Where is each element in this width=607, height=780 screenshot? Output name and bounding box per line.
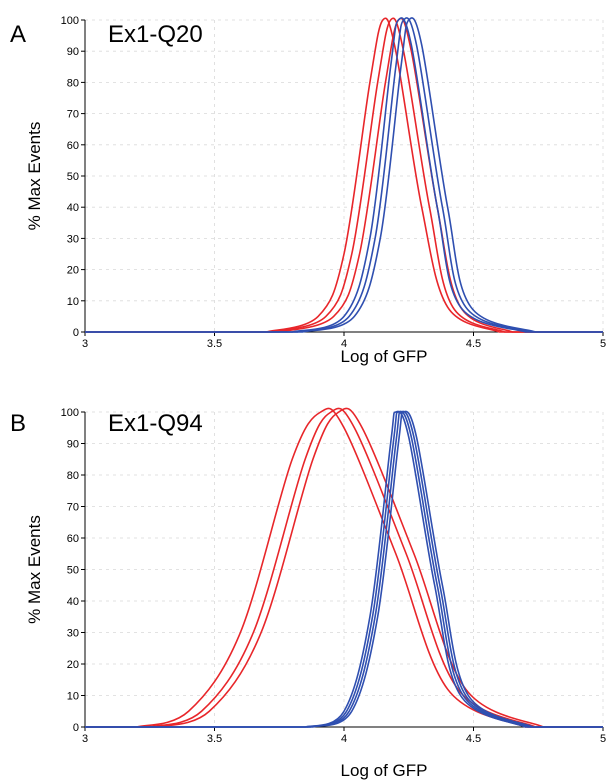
y-tick-label: 0 (73, 722, 79, 734)
panel-letter: A (10, 21, 26, 48)
series-line-blue-7 (85, 410, 603, 728)
x-tick-label: 3.5 (207, 338, 222, 350)
x-axis-label: Log of GFP (341, 761, 428, 780)
x-tick-label: 5 (600, 733, 606, 745)
y-tick-label: 60 (67, 140, 79, 152)
y-tick-label: 0 (73, 327, 79, 339)
y-axis-label: % Max Events (25, 515, 44, 624)
y-tick-label: 20 (67, 659, 79, 671)
y-tick-label: 60 (67, 533, 79, 545)
series-line-red-3 (85, 407, 603, 728)
panel-letter: B (10, 410, 26, 437)
y-tick-label: 70 (67, 502, 79, 514)
y-tick-label: 100 (61, 15, 79, 27)
y-tick-label: 40 (67, 202, 79, 214)
series-line-blue-4 (85, 17, 603, 333)
y-tick-label: 70 (67, 109, 79, 121)
series-line-blue-4 (85, 410, 603, 728)
x-tick-label: 3 (82, 338, 88, 350)
series-line-blue-5 (85, 17, 603, 333)
y-tick-label: 30 (67, 233, 79, 245)
x-tick-label: 4 (341, 338, 347, 350)
y-tick-label: 50 (67, 565, 79, 577)
y-tick-label: 100 (61, 407, 79, 419)
series-line-red-1 (85, 17, 603, 333)
x-tick-label: 3 (82, 733, 88, 745)
y-tick-label: 10 (67, 296, 79, 308)
y-tick-label: 90 (67, 46, 79, 58)
x-tick-label: 5 (600, 338, 606, 350)
series-line-red-1 (85, 407, 603, 728)
y-tick-label: 50 (67, 171, 79, 183)
series-line-red-2 (85, 407, 603, 728)
chart-panel-b: 0 10 20 30 40 50 60 70 80 90 100 3 3.5 4 4.5 5 B Ex1-Q94 L… (10, 407, 606, 780)
y-tick-label: 80 (67, 77, 79, 89)
x-tick-label: 4.5 (466, 338, 481, 350)
y-tick-label: 30 (67, 628, 79, 640)
y-tick-label: 20 (67, 265, 79, 277)
y-tick-label: 40 (67, 596, 79, 608)
series-line-blue-6 (85, 17, 603, 333)
chart-title: Ex1-Q94 (108, 410, 203, 437)
grid (85, 19, 604, 332)
series-line-blue-6 (85, 410, 603, 728)
series-group (85, 17, 603, 333)
series-line-red-2 (85, 17, 603, 333)
chart-panel-a: 0 10 20 30 40 50 60 70 80 90 100 3 3.5 4 4.5 5 A Ex1-Q20 L… (10, 15, 606, 366)
y-tick-label: 10 (67, 691, 79, 703)
series-group (85, 407, 603, 728)
x-tick-label: 3.5 (207, 733, 222, 745)
y-axis-label: % Max Events (25, 122, 44, 231)
y-tick-label: 90 (67, 439, 79, 451)
grid (85, 411, 604, 727)
series-line-blue-5 (85, 410, 603, 728)
y-tick-label: 80 (67, 470, 79, 482)
x-tick-label: 4 (341, 733, 347, 745)
x-axis-label: Log of GFP (341, 347, 428, 366)
x-tick-label: 4.5 (466, 733, 481, 745)
chart-title: Ex1-Q20 (108, 21, 203, 48)
